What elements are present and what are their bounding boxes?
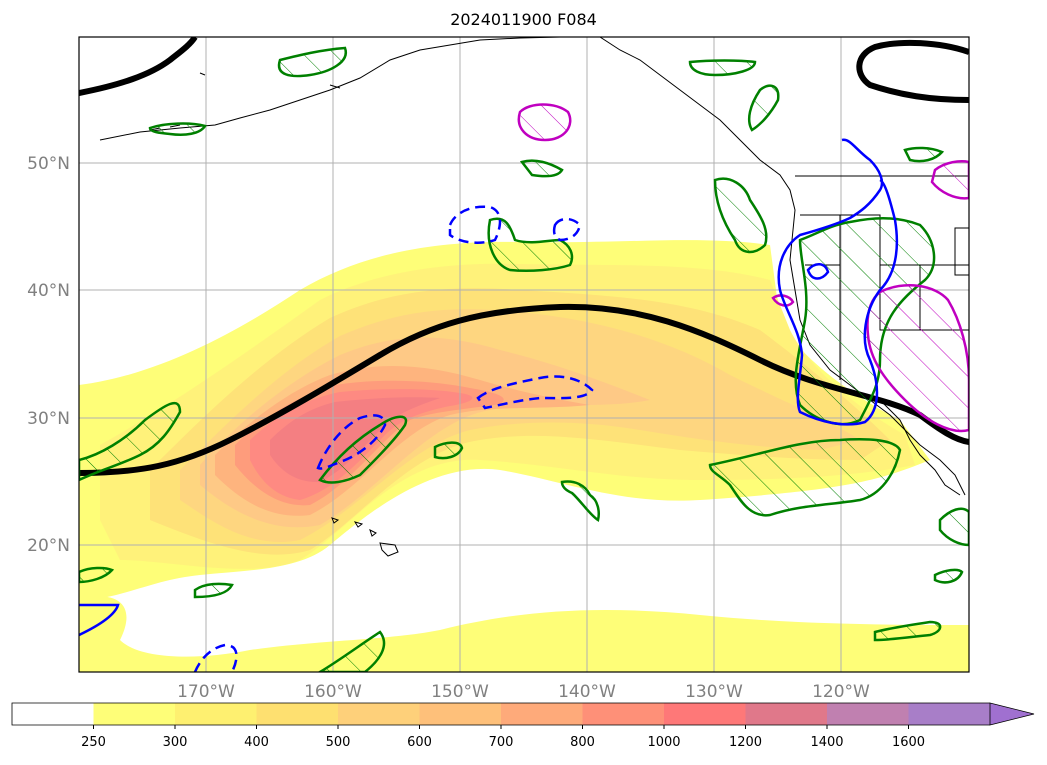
colorbar-segment bbox=[501, 703, 583, 725]
upper-right-contour bbox=[856, 39, 969, 103]
baja-coast bbox=[879, 399, 961, 496]
colorbar-tick-label: 500 bbox=[326, 735, 351, 750]
upper-left-contour bbox=[79, 37, 198, 96]
colorbar-tick-label: 1600 bbox=[892, 735, 925, 750]
lat-label: 40°N bbox=[27, 281, 70, 301]
green-contour bbox=[277, 46, 347, 78]
green-contour bbox=[79, 401, 182, 482]
colorbar-tick-label: 700 bbox=[489, 735, 514, 750]
blue-contour-dashed bbox=[193, 643, 238, 672]
colorbar-segment bbox=[908, 703, 991, 725]
green-contour bbox=[193, 582, 234, 599]
blue-contour bbox=[777, 138, 899, 426]
map-plot-area bbox=[79, 37, 969, 672]
colorbar-tick-label: 1400 bbox=[810, 735, 843, 750]
colorbar: 250 300 400 500 600 700 800 1000 1200 1400 1600 bbox=[11, 702, 1035, 750]
hawaii-islands bbox=[331, 517, 399, 557]
green-contour bbox=[487, 217, 574, 273]
trough-line bbox=[79, 303, 969, 476]
colorbar-tick-label: 800 bbox=[570, 735, 595, 750]
magenta-contour bbox=[866, 284, 969, 433]
green-contour bbox=[748, 84, 780, 132]
green-contour bbox=[560, 480, 600, 522]
colorbar-segment bbox=[582, 703, 665, 725]
lat-label: 50°N bbox=[27, 154, 70, 174]
alaska-panhandle bbox=[599, 37, 966, 496]
colorbar-segment bbox=[745, 703, 828, 725]
map-frame bbox=[78, 36, 970, 673]
blue-contour-dashed bbox=[476, 375, 594, 410]
green-contour bbox=[79, 566, 115, 584]
green-contour bbox=[708, 438, 902, 517]
colorbar-tick-label: 1200 bbox=[729, 735, 762, 750]
colorbar-segment bbox=[93, 703, 176, 725]
lon-label: 120°W bbox=[812, 682, 870, 702]
blue-contour-dashed bbox=[316, 414, 387, 470]
magenta-contour bbox=[517, 103, 572, 142]
blue-contour-dashed bbox=[552, 217, 582, 242]
lon-label: 150°W bbox=[431, 682, 489, 702]
green-contour bbox=[903, 146, 945, 163]
blue-contour-dashed bbox=[448, 205, 502, 244]
green-contour bbox=[148, 122, 207, 136]
green-contour bbox=[713, 177, 768, 254]
colorbar-segment bbox=[827, 703, 909, 725]
green-contour bbox=[317, 630, 386, 672]
map-title: 2024011900 F084 bbox=[450, 10, 597, 29]
colorbar-segment bbox=[664, 703, 746, 725]
colorbar-tick-label: 600 bbox=[407, 735, 432, 750]
green-contours bbox=[79, 46, 969, 672]
colorbar-segment bbox=[175, 703, 257, 725]
magenta-contour bbox=[930, 160, 969, 200]
lon-label: 140°W bbox=[558, 682, 616, 702]
lon-label: 170°W bbox=[177, 682, 235, 702]
green-contour bbox=[688, 59, 757, 77]
magenta-contours bbox=[517, 103, 969, 433]
ivt-band-250-south bbox=[79, 596, 969, 672]
green-contour bbox=[938, 507, 969, 547]
colorbar-tick-label: 400 bbox=[244, 735, 269, 750]
colorbar-segment bbox=[256, 703, 339, 725]
colorbar-tick-label: 1000 bbox=[647, 735, 680, 750]
green-contour bbox=[873, 620, 942, 642]
colorbar-tick-label: 300 bbox=[163, 735, 188, 750]
colorbar-tick-label: 250 bbox=[81, 735, 106, 750]
lat-label: 20°N bbox=[27, 536, 70, 556]
green-contour bbox=[433, 441, 464, 460]
colorbar-segment bbox=[12, 703, 94, 725]
colorbar-segment bbox=[419, 703, 502, 725]
colorbar-extend-arrow bbox=[989, 702, 1035, 726]
colorbar-segment bbox=[338, 703, 420, 725]
lon-label: 130°W bbox=[685, 682, 743, 702]
green-contour bbox=[933, 568, 964, 584]
lat-label: 30°N bbox=[27, 409, 70, 429]
lon-label: 160°W bbox=[304, 682, 362, 702]
blue-contour bbox=[806, 263, 830, 280]
blue-contour bbox=[79, 603, 120, 637]
blue-contours bbox=[79, 138, 899, 672]
green-contour bbox=[519, 159, 564, 178]
